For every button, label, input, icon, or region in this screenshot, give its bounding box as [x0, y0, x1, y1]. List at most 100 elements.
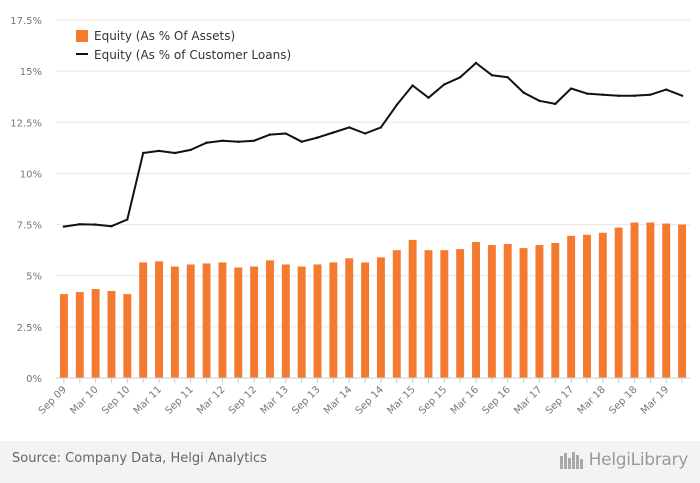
- x-tick-label: Mar 17: [512, 384, 544, 416]
- line-point[interactable]: [538, 99, 541, 103]
- line-point[interactable]: [474, 61, 478, 65]
- bar[interactable]: [345, 258, 354, 378]
- y-tick-label: 0%: [26, 374, 42, 385]
- x-tick-label: Mar 16: [449, 384, 481, 416]
- line-point[interactable]: [633, 94, 636, 97]
- x-tick-label: Sep 12: [227, 384, 259, 416]
- line-point[interactable]: [617, 94, 620, 97]
- x-tick-label: Mar 14: [322, 384, 354, 416]
- bar[interactable]: [107, 291, 116, 378]
- x-tick-label: Sep 17: [544, 384, 576, 416]
- line-point[interactable]: [332, 131, 335, 134]
- line-point[interactable]: [554, 102, 557, 106]
- bar[interactable]: [170, 266, 179, 378]
- bar[interactable]: [646, 222, 655, 378]
- x-tick-label: Mar 13: [259, 384, 291, 416]
- line-point[interactable]: [300, 140, 303, 143]
- line-point[interactable]: [110, 225, 113, 228]
- line-point[interactable]: [284, 132, 288, 135]
- line-point[interactable]: [427, 96, 430, 99]
- bar[interactable]: [376, 257, 385, 378]
- bar[interactable]: [186, 264, 195, 378]
- bar[interactable]: [440, 250, 449, 378]
- x-tick-label: Sep 18: [607, 384, 639, 416]
- x-tick-label: Mar 11: [132, 384, 164, 416]
- x-tick-label: Sep 10: [100, 384, 132, 416]
- bar[interactable]: [361, 262, 370, 378]
- bar[interactable]: [456, 249, 465, 378]
- chart: 0%2.5%5%7.5%10%12.5%15%17.5% Sep 09 Mar 1…: [10, 16, 690, 417]
- line-point[interactable]: [569, 87, 573, 90]
- bar[interactable]: [297, 266, 306, 378]
- line-point[interactable]: [173, 151, 177, 155]
- line-point[interactable]: [443, 83, 446, 86]
- bar[interactable]: [392, 250, 401, 378]
- line-point[interactable]: [585, 92, 589, 95]
- line-point[interactable]: [141, 151, 145, 155]
- x-tick-label: Sep 14: [354, 384, 386, 416]
- bar[interactable]: [313, 264, 322, 378]
- line-point[interactable]: [237, 140, 240, 143]
- line-point[interactable]: [680, 94, 684, 97]
- line-point[interactable]: [363, 132, 367, 135]
- line-series-path[interactable]: [63, 62, 683, 228]
- line-point[interactable]: [126, 218, 129, 221]
- line-point[interactable]: [316, 136, 319, 139]
- bar[interactable]: [139, 262, 148, 378]
- bar[interactable]: [155, 261, 163, 378]
- bar[interactable]: [281, 264, 290, 378]
- bar[interactable]: [598, 232, 607, 378]
- line-series: [62, 61, 684, 228]
- line-point[interactable]: [62, 225, 66, 228]
- bar[interactable]: [678, 224, 687, 378]
- line-point[interactable]: [490, 74, 494, 77]
- line-point[interactable]: [78, 222, 81, 226]
- bar[interactable]: [424, 250, 433, 378]
- bar[interactable]: [91, 289, 100, 378]
- bar[interactable]: [503, 244, 512, 378]
- line-point[interactable]: [94, 223, 97, 226]
- bar[interactable]: [123, 294, 132, 378]
- brand-logo[interactable]: HelgiLibrary: [559, 449, 688, 471]
- x-axis: Sep 09 Mar 10 Sep 10 Mar 11 Sep 11 Mar 12 Sep …: [37, 377, 690, 417]
- bar[interactable]: [75, 292, 84, 378]
- bar[interactable]: [535, 245, 544, 378]
- bar[interactable]: [202, 263, 211, 378]
- bar[interactable]: [329, 262, 338, 378]
- bar[interactable]: [487, 245, 496, 378]
- line-point[interactable]: [348, 126, 351, 129]
- line-point[interactable]: [379, 126, 383, 129]
- x-tick-label: Sep 11: [163, 384, 195, 416]
- bar[interactable]: [519, 248, 528, 378]
- line-point[interactable]: [522, 91, 525, 94]
- line-point[interactable]: [411, 84, 414, 87]
- line-point[interactable]: [252, 139, 256, 142]
- legend-item-line[interactable]: Equity (As % of Customer Loans): [76, 48, 291, 62]
- line-point[interactable]: [506, 76, 509, 79]
- bar[interactable]: [234, 267, 243, 378]
- bar[interactable]: [567, 235, 576, 378]
- bar[interactable]: [551, 242, 560, 378]
- line-point[interactable]: [157, 149, 161, 153]
- line-point[interactable]: [458, 76, 462, 79]
- x-tick-label: Mar 12: [195, 384, 227, 416]
- bar[interactable]: [408, 239, 417, 378]
- line-point[interactable]: [601, 93, 605, 96]
- bar[interactable]: [218, 262, 227, 378]
- bar[interactable]: [59, 294, 68, 378]
- line-point[interactable]: [649, 93, 652, 96]
- bar[interactable]: [614, 227, 623, 378]
- bar[interactable]: [266, 260, 274, 378]
- line-point[interactable]: [205, 141, 208, 144]
- line-point[interactable]: [221, 139, 224, 142]
- line-point[interactable]: [395, 103, 398, 107]
- bar[interactable]: [583, 234, 591, 378]
- legend-item-bars[interactable]: Equity (As % Of Assets): [76, 29, 235, 43]
- bar[interactable]: [472, 241, 480, 378]
- line-point[interactable]: [189, 148, 192, 152]
- bar[interactable]: [250, 266, 259, 378]
- bar[interactable]: [630, 222, 639, 378]
- bar[interactable]: [662, 223, 671, 378]
- line-point[interactable]: [665, 88, 668, 91]
- line-point[interactable]: [268, 133, 272, 136]
